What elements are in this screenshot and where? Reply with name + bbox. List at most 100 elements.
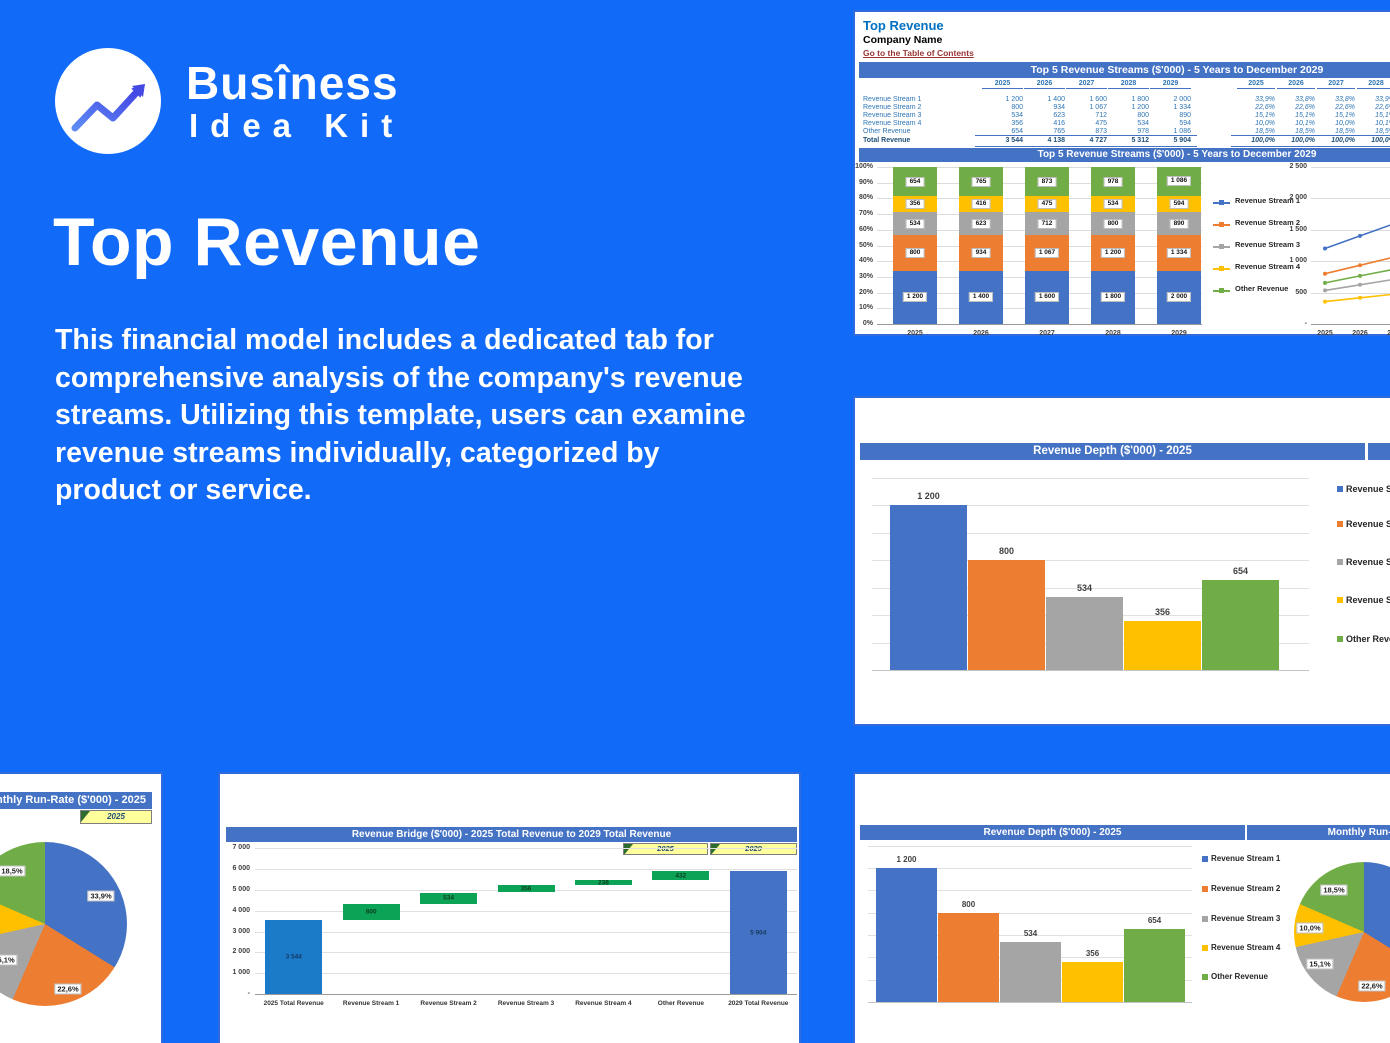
input-corner-marker [81,811,90,822]
x-axis-label: Revenue Stream 3 [497,1000,555,1007]
legend-square-marker [1337,597,1343,603]
legend-item-label: Revenue Stream 2 [1235,218,1301,227]
bar [1000,942,1061,1002]
y-axis-label: 90% [858,178,873,186]
cell-value: 800 [1011,104,1023,111]
cell-percent-value: 18,5% [1375,128,1390,135]
legend-point-marker [1219,200,1224,205]
y-axis-label: 2 000 [232,948,250,956]
x-axis-label: 2025 [907,330,923,337]
year-filter-input[interactable]: 2025 [80,810,152,824]
brand-name-line1: Busîness [186,57,399,109]
cell-value: 534 [1137,120,1149,127]
gridline [872,670,1309,671]
bar-value-label: 432 [675,872,687,880]
y-axis-label: 1 000 [232,969,250,977]
legend-item-label: Revenue Stream 3 [1346,557,1390,567]
data-point-marker [1358,263,1362,268]
gridline [1311,166,1390,168]
x-axis-label: 2028 [1105,330,1121,337]
cell-value: 416 [1053,120,1065,127]
bar [968,560,1045,670]
page-title: Top Revenue [53,204,481,280]
cell-value: 2 000 [1173,96,1191,103]
trend-line [1324,269,1390,284]
gridline [1311,261,1390,263]
pie-percentage-label: 22,6% [1358,980,1386,992]
revenue-bridge-waterfall-chart: 7 000 6 000 5 000 4 000 3 000 2 000 1 000 - 3 54… [220,774,799,1043]
total-cell-value: 5 904 [1173,137,1191,144]
legend-square-marker [1202,945,1208,951]
legend-point-marker [1219,244,1224,249]
bar [1124,621,1201,671]
data-point-marker [1358,282,1362,287]
data-point-marker [1358,273,1362,278]
legend-square-marker [1202,886,1208,892]
legend-point-marker [1219,222,1224,227]
bar-value-label: 800 [905,248,925,259]
data-point-marker [1358,233,1362,238]
waterfall-bar [729,871,787,994]
gridline [872,560,1309,561]
cell-value: 654 [1011,128,1023,135]
cell-percent-value: 33,9% [1255,96,1275,103]
pie-percentage-label: 15,1% [1306,958,1334,970]
total-cell-percent: 100,0% [1251,137,1275,144]
page-description: This financial model includes a dedicate… [55,324,746,507]
total-cell-percent: 100,0% [1331,137,1355,144]
monthly-run-rate-pie-chart: 33,9%22,6%15,1%10,0%18,5% [855,774,1390,1043]
table-section-title: Top 5 Revenue Streams ($'000) - 5 Years … [1030,64,1324,76]
y-axis-label: 80% [858,194,873,202]
table-border-line [1231,135,1390,136]
pie-percentage-label: 18,5% [0,865,26,877]
table-section-header: Top 5 Revenue Streams ($'000) - 5 Years … [859,62,1390,78]
y-axis-label: 20% [858,288,873,296]
total-cell-value: 4 138 [1047,137,1065,144]
gridline [255,931,797,933]
legend-item-label: Revenue Stream 2 [1211,884,1281,893]
pie-percentage-label: 22,6% [54,983,82,995]
revenue-bridge-header: Revenue Bridge ($'000) - 2025 Total Reve… [226,827,797,842]
gridline [872,587,1309,589]
x-axis-label: Other Revenue [657,1000,705,1007]
bar-value-label: 1 200 [917,491,940,501]
cell-percent-value: 10,0% [1335,120,1355,127]
waterfall-bar [265,920,323,994]
gridline [255,848,797,850]
y-axis-label: 6 000 [232,865,250,873]
table-of-contents-link[interactable]: Go to the Table of Contents [863,48,974,58]
cell-value: 1 400 [1047,96,1065,103]
y-axis-label: 2 000 [1289,194,1307,202]
bar [938,912,999,1002]
legend-item-label: Revenue Stream 1 [1211,854,1281,863]
pie-percentage-label: 33,9% [87,890,115,902]
bar-value-label: 873 [1037,176,1057,187]
bar [1046,596,1123,670]
data-point-marker [1323,299,1327,304]
y-axis-label: 2 500 [1289,162,1307,170]
gridline [1311,292,1390,294]
waterfall-bar [497,885,555,893]
legend-item-label: Revenue Stream 3 [1211,914,1281,923]
x-axis-label: 2029 Total Revenue [728,1000,789,1007]
cell-percent-value: 15,1% [1255,112,1275,119]
column-header: 2029 [1150,80,1191,89]
x-axis-label: 2027 [1039,330,1055,337]
trend-line [1324,257,1390,275]
bar-value-label: 1 200 [896,855,917,864]
monthly-run-rate-card: Monthly Run-Rate ($'000) - 2025 2025 33,… [0,772,163,1043]
column-header: 2025 [1237,80,1275,89]
bar-value-label: 1 067 [1034,248,1060,259]
gridline [1311,324,1390,325]
bar-value-label: 238 [597,879,609,887]
gridline [255,869,797,871]
bar-value-label: 978 [1103,176,1123,187]
waterfall-bar [652,871,710,881]
cell-value: 1 600 [1089,96,1107,103]
cell-percent-value: 10,0% [1255,120,1275,127]
top-revenue-sheet-card: Top Revenue Company Name Go to the Table… [853,10,1390,337]
cell-percent-value: 33,8% [1335,96,1355,103]
pie-percentage-label: 10,0% [1296,922,1324,934]
